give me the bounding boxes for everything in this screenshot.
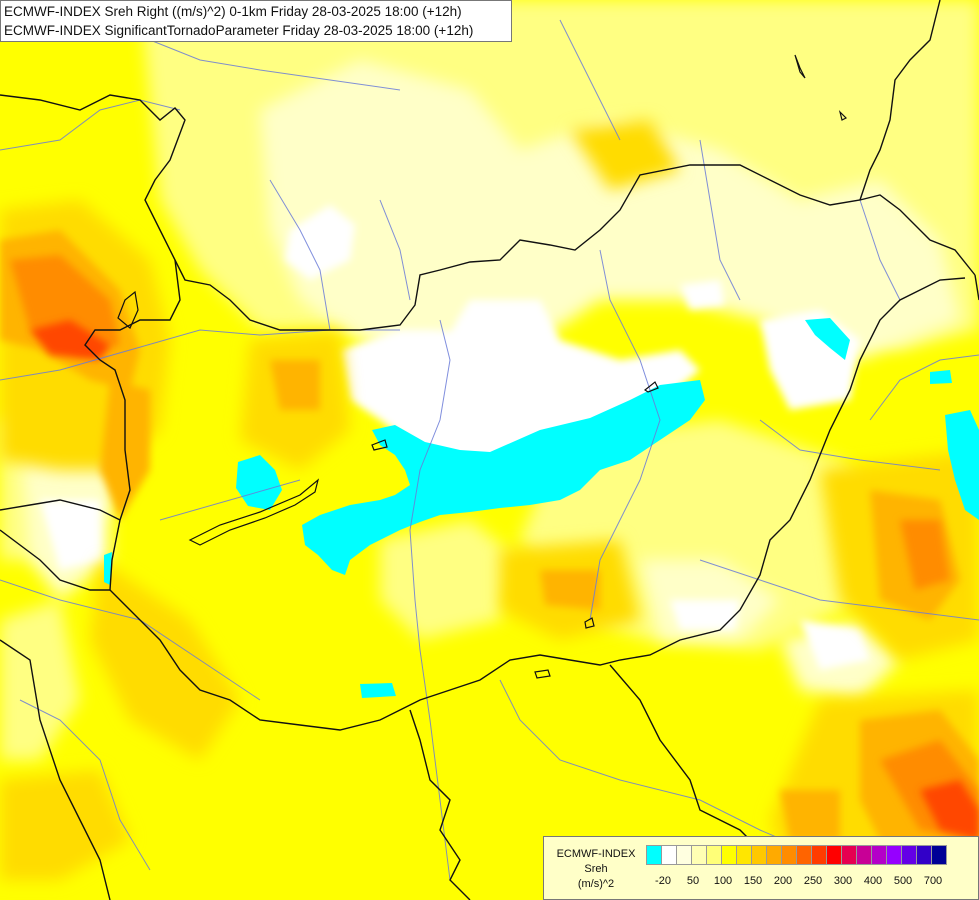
legend-label: 50 — [686, 875, 700, 887]
legend-labels: -20 50 100 150 200 250 300 400 500 700 — [646, 875, 976, 891]
legend-swatch — [736, 845, 752, 865]
legend-swatch — [751, 845, 767, 865]
legend-swatch — [811, 845, 827, 865]
legend-label: 150 — [743, 875, 763, 887]
legend-swatch — [856, 845, 872, 865]
legend-swatch — [796, 845, 812, 865]
legend-swatch — [706, 845, 722, 865]
legend-label: 200 — [773, 875, 793, 887]
legend-swatch — [766, 845, 782, 865]
map-title: ECMWF-INDEX Sreh Right ((m/s)^2) 0-1km F… — [0, 0, 512, 42]
color-legend: ECMWF-INDEX Sreh (m/s)^2 -20 50 100 150 200 2… — [543, 836, 979, 900]
legend-title-line-2: Sreh — [584, 863, 608, 875]
legend-swatch — [721, 845, 737, 865]
lakes — [117, 54, 848, 679]
legend-label: 100 — [713, 875, 733, 887]
legend-title-line-3: (m/s)^2 — [577, 878, 615, 890]
legend-label: -20 — [655, 875, 671, 887]
rivers — [0, 19, 979, 881]
legend-swatch — [901, 845, 917, 865]
legend-swatches — [646, 845, 947, 865]
legend-swatch — [826, 845, 842, 865]
legend-swatch — [676, 845, 692, 865]
legend-swatch — [931, 845, 947, 865]
legend-swatch — [646, 845, 662, 865]
legend-swatch — [691, 845, 707, 865]
legend-swatch — [871, 845, 887, 865]
legend-label: 400 — [863, 875, 883, 887]
title-line-2: ECMWF-INDEX SignificantTornadoParameter … — [4, 23, 474, 38]
legend-swatch — [886, 845, 902, 865]
lake-neusiedl — [117, 290, 139, 329]
legend-label: 500 — [893, 875, 913, 887]
legend-label: 700 — [923, 875, 943, 887]
legend-swatch — [661, 845, 677, 865]
legend-swatch — [841, 845, 857, 865]
legend-label: 250 — [803, 875, 823, 887]
legend-label: 300 — [833, 875, 853, 887]
lake-balaton — [188, 478, 320, 546]
legend-swatch — [781, 845, 797, 865]
legend-swatch — [916, 845, 932, 865]
legend-title: ECMWF-INDEX Sreh (m/s)^2 — [546, 847, 646, 892]
field-cyan — [104, 318, 979, 698]
title-line-1: ECMWF-INDEX Sreh Right ((m/s)^2) 0-1km F… — [4, 4, 462, 19]
legend-title-line-1: ECMWF-INDEX — [556, 848, 636, 860]
